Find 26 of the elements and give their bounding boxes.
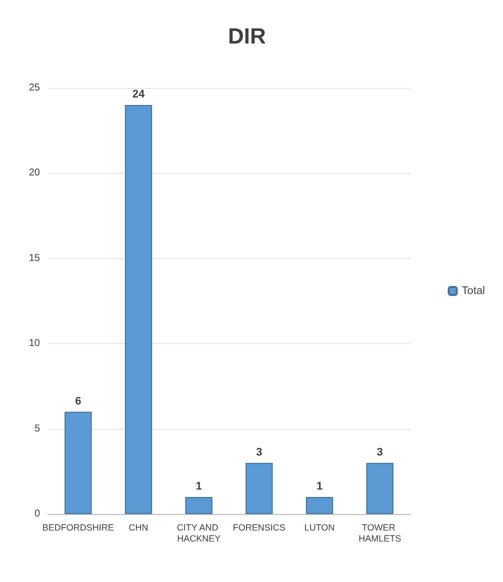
bar: [306, 496, 334, 514]
data-label: 3: [256, 446, 262, 458]
data-label: 6: [75, 395, 82, 408]
y-tick-label: 5: [34, 423, 40, 434]
bar: [124, 105, 152, 514]
y-tick-label: 15: [28, 252, 40, 264]
bar: [366, 462, 394, 514]
data-label: 3: [376, 446, 383, 458]
x-tick-label: TOWER HAMLETS: [358, 522, 402, 544]
bar: [64, 412, 92, 514]
bar: [246, 462, 273, 514]
bar: [185, 496, 212, 514]
x-tick-label: LUTON: [304, 522, 335, 532]
y-tick-label: 25: [28, 82, 40, 94]
data-label: 1: [316, 480, 323, 492]
data-label: 1: [196, 480, 202, 492]
y-tick-label: 10: [28, 338, 40, 350]
legend-label: Total: [462, 285, 486, 297]
x-tick-label: CHN: [128, 522, 148, 532]
x-tick-label: BEDFORDSHIRE: [42, 522, 114, 532]
y-tick-label: 0: [34, 508, 40, 520]
chart-title: DIR: [228, 24, 266, 48]
x-tick-label: CITY AND HACKNEY: [176, 522, 221, 544]
x-tick-label: FORENSICS: [232, 522, 286, 532]
y-tick-label: 20: [28, 168, 40, 179]
data-label: 24: [132, 88, 146, 101]
